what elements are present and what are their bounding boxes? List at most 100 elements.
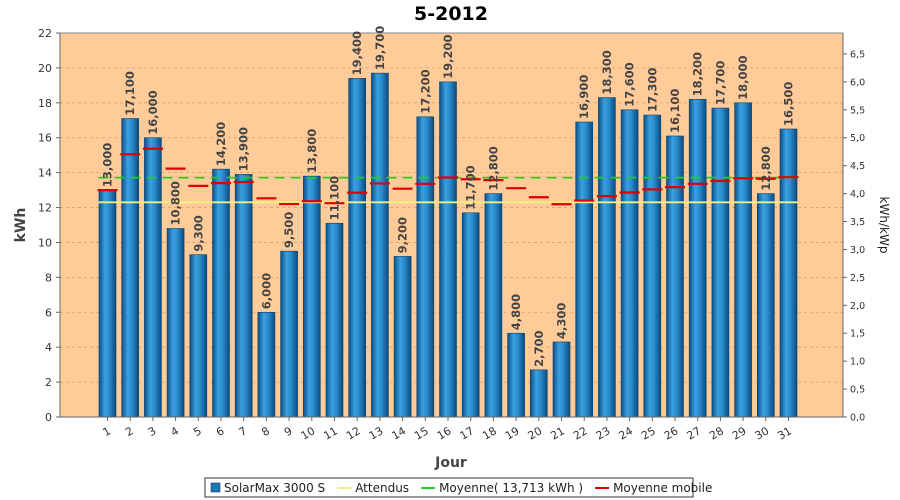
y-tick-label: 12 bbox=[38, 202, 52, 215]
y2-tick-label: 2,0 bbox=[850, 301, 865, 312]
bar-day-23 bbox=[598, 97, 616, 418]
x-tick-label: 14 bbox=[389, 424, 408, 442]
data-label: 18,200 bbox=[691, 52, 705, 96]
data-label: 9,300 bbox=[191, 215, 205, 251]
x-tick-label: 15 bbox=[412, 424, 431, 442]
y-tick-label: 4 bbox=[45, 341, 52, 354]
data-label: 13,800 bbox=[305, 129, 319, 173]
data-label: 13,000 bbox=[101, 143, 115, 187]
data-label: 4,800 bbox=[509, 294, 523, 330]
y2-tick-label: 0,0 bbox=[850, 413, 865, 424]
data-label: 17,100 bbox=[123, 71, 137, 115]
y2-tick-label: 1,5 bbox=[850, 329, 865, 340]
x-tick-label: 11 bbox=[321, 424, 340, 442]
y-axis-left: 0 2 4 6 8 10 12 14 16 18 20 22 bbox=[38, 27, 61, 424]
data-label: 16,100 bbox=[668, 89, 682, 133]
data-label: 11,700 bbox=[464, 165, 478, 209]
y-tick-label: 8 bbox=[45, 271, 52, 284]
x-tick-label: 21 bbox=[548, 424, 567, 442]
x-axis-title: Jour bbox=[434, 455, 467, 471]
bar-day-3 bbox=[144, 137, 162, 418]
x-tick-label: 13 bbox=[367, 424, 386, 442]
bar-day-22 bbox=[575, 121, 594, 418]
x-axis: 1 2 3 4 5 6 7 8 9 10 11 12 13 14 15 16 17 18 19 20 21 22 23 24 2… bbox=[60, 416, 843, 443]
x-tick-label: 24 bbox=[616, 424, 635, 442]
data-label: 13,900 bbox=[237, 127, 251, 171]
data-label: 2,700 bbox=[532, 330, 546, 366]
legend-label-0: SolarMax 3000 S bbox=[224, 481, 325, 495]
data-labels: 13,000 17,100 16,000 10,800 9,300 14,200 13,90… bbox=[101, 26, 796, 367]
bar-day-4 bbox=[166, 228, 185, 418]
bar-day-31 bbox=[779, 128, 798, 418]
bar-day-1 bbox=[98, 189, 117, 418]
lines bbox=[97, 147, 799, 206]
data-label: 17,200 bbox=[418, 69, 432, 113]
bar-day-16 bbox=[439, 81, 457, 418]
bar-day-11 bbox=[325, 222, 344, 418]
data-label: 19,200 bbox=[441, 34, 455, 78]
y2-tick-label: 3,0 bbox=[850, 245, 865, 256]
data-label: 17,300 bbox=[645, 68, 659, 112]
x-tick-label: 4 bbox=[169, 424, 182, 439]
bar-day-30 bbox=[756, 193, 775, 418]
legend: SolarMax 3000 S Attendus Moyenne( 13,713 k… bbox=[204, 477, 712, 498]
x-tick-label: 5 bbox=[191, 424, 204, 439]
y-axis-right: 0,0 0,5 1,0 1,5 2,0 2,5 3,0 3,5 4,0 4,5 5,0 5,5 6,0 6… bbox=[842, 33, 865, 424]
y-tick-label: 10 bbox=[38, 236, 52, 249]
data-label: 19,700 bbox=[373, 26, 387, 70]
x-tick-label: 27 bbox=[685, 424, 704, 442]
bar-day-8 bbox=[257, 311, 276, 418]
bar-day-24 bbox=[620, 109, 639, 418]
x-tick-label: 18 bbox=[480, 424, 499, 442]
data-label: 18,300 bbox=[600, 50, 614, 94]
legend-box bbox=[204, 477, 694, 498]
bar-day-17 bbox=[461, 212, 480, 418]
y-tick-label: 14 bbox=[38, 167, 52, 180]
y2-tick-label: 4,5 bbox=[850, 161, 865, 172]
data-label: 12,800 bbox=[759, 146, 773, 190]
x-tick-label: 7 bbox=[237, 424, 250, 439]
y-axis-title: kWh bbox=[13, 208, 29, 243]
data-label: 10,800 bbox=[169, 181, 183, 225]
y2-tick-label: 4,0 bbox=[850, 189, 865, 200]
data-label: 9,500 bbox=[282, 212, 296, 248]
y2-tick-label: 5,5 bbox=[850, 105, 865, 116]
x-tick-label: 22 bbox=[571, 424, 590, 442]
x-tick-label: 1 bbox=[100, 424, 113, 439]
data-label: 12,800 bbox=[486, 146, 500, 190]
x-tick-label: 25 bbox=[639, 424, 658, 442]
data-label: 6,000 bbox=[259, 273, 273, 309]
x-tick-label: 10 bbox=[299, 424, 318, 442]
bar-day-12 bbox=[348, 78, 367, 418]
y-tick-label: 0 bbox=[45, 411, 52, 424]
y-tick-label: 18 bbox=[38, 97, 52, 110]
y-tick-label: 20 bbox=[38, 62, 52, 75]
bar-day-29 bbox=[734, 102, 752, 418]
x-tick-label: 31 bbox=[775, 424, 794, 442]
y-tick-label: 16 bbox=[38, 132, 52, 145]
chart-title: 5-2012 bbox=[414, 3, 488, 25]
bar-day-20 bbox=[529, 369, 548, 418]
x-tick-label: 16 bbox=[435, 424, 454, 442]
bar-day-9 bbox=[280, 250, 298, 418]
y2-tick-label: 6,5 bbox=[850, 49, 865, 60]
x-tick-label: 20 bbox=[526, 424, 545, 442]
bar-day-18 bbox=[484, 193, 503, 418]
bar-day-7 bbox=[234, 174, 253, 418]
data-label: 17,700 bbox=[713, 61, 727, 105]
y2-tick-label: 6,0 bbox=[850, 77, 865, 88]
y2-tick-label: 3,5 bbox=[850, 217, 865, 228]
y2-tick-label: 0,5 bbox=[850, 385, 865, 396]
x-tick-label: 28 bbox=[707, 424, 726, 442]
data-label: 16,900 bbox=[577, 75, 591, 119]
bar-day-15 bbox=[416, 116, 435, 418]
y2-tick-label: 5,0 bbox=[850, 133, 865, 144]
legend-label-1: Attendus bbox=[355, 481, 409, 495]
y2-tick-label: 1,0 bbox=[850, 357, 865, 368]
x-tick-label: 29 bbox=[730, 424, 749, 442]
bar-day-5 bbox=[189, 254, 208, 418]
y-tick-label: 22 bbox=[38, 27, 52, 40]
bar-day-13 bbox=[371, 72, 389, 418]
legend-label-3: Moyenne mobile bbox=[613, 481, 712, 495]
